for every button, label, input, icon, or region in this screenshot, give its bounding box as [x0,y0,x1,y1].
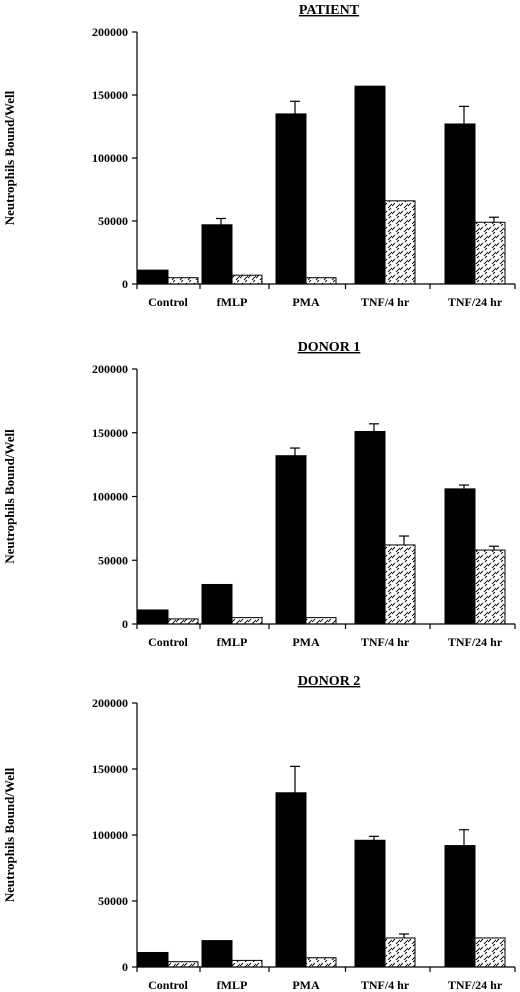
y-tick-label: 200000 [92,696,128,710]
error-bar-1-4 [369,835,379,841]
chart-title: DONOR 1 [298,340,361,355]
x-tick-label: PMA [292,635,320,649]
y-tick-label: 50000 [98,894,128,908]
solid-bar-2 [201,583,233,625]
error-bar-2-5 [489,545,499,551]
solid-bar-2 [201,224,233,285]
x-tick-label: TNF/24 hr [448,295,503,309]
y-tick-label: 0 [122,960,128,974]
solid-bar-4 [354,430,386,625]
error-bar-1-3 [290,100,300,114]
hatched-bar-1 [167,961,199,968]
y-tick-label: 150000 [92,762,128,776]
error-bar-2-4 [399,933,409,938]
error-bar-1-5 [459,105,469,124]
y-tick-label: 150000 [92,88,128,102]
chart-panel-1: PATIENT Neutrophils Bound/Well 0 50000 10000… [2,3,516,309]
y-tick-label: 0 [122,277,128,291]
solid-bar-1 [137,951,169,968]
hatched-bar-3 [305,277,337,285]
error-bar-1-5 [459,484,469,489]
solid-bar-5 [444,123,476,285]
hatched-bar-4 [384,544,416,625]
solid-bar-1 [137,269,169,285]
hatched-bar-3 [305,957,337,968]
hatched-bar-4 [384,937,416,968]
x-tick-label: Control [148,978,188,992]
y-axis-label: Neutrophils Bound/Well [2,90,17,225]
solid-bar-1 [137,609,169,625]
solid-bar-3 [275,792,307,968]
hatched-bar-5 [474,937,506,968]
error-bar-1-4 [369,423,379,432]
hatched-bar-2 [231,274,263,285]
x-tick-label: TNF/24 hr [448,635,503,649]
y-tick-label: 100000 [92,828,128,842]
hatched-bar-5 [474,221,506,285]
hatched-bar-4 [384,200,416,285]
solid-bar-5 [444,845,476,968]
x-tick-label: fMLP [217,295,248,309]
error-bar-1-3 [290,765,300,793]
hatched-bar-2 [231,617,263,625]
x-tick-label: TNF/4 hr [361,635,410,649]
solid-bar-3 [275,455,307,625]
y-tick-label: 200000 [92,362,128,376]
error-bar-2-5 [489,216,499,223]
error-bar-1-3 [290,447,300,456]
hatched-bar-5 [474,549,506,625]
x-tick-label: TNF/24 hr [448,978,503,992]
y-tick-label: 0 [122,617,128,631]
solid-bar-5 [444,488,476,625]
hatched-bar-2 [231,959,263,968]
y-axis-label: Neutrophils Bound/Well [2,429,17,564]
solid-bar-4 [354,85,386,285]
error-bar-1-5 [459,829,469,846]
solid-bar-2 [201,940,233,968]
hatched-bar-1 [167,277,199,285]
chart-title: DONOR 2 [298,674,361,689]
hatched-bar-3 [305,617,337,625]
x-tick-label: fMLP [217,978,248,992]
y-tick-label: 150000 [92,426,128,440]
y-tick-label: 100000 [92,490,128,504]
x-tick-label: PMA [292,295,320,309]
x-tick-label: TNF/4 hr [361,295,410,309]
chart-panel-3: DONOR 2 Neutrophils Bound/Well 0 50000 10000… [2,674,516,992]
x-tick-label: fMLP [217,635,248,649]
error-bar-2-4 [399,535,409,545]
y-tick-label: 200000 [92,25,128,39]
x-tick-label: Control [148,635,188,649]
y-tick-label: 100000 [92,151,128,165]
y-tick-label: 50000 [98,214,128,228]
y-tick-label: 50000 [98,553,128,567]
solid-bar-4 [354,839,386,968]
error-bar-1-2 [216,217,226,225]
chart-title: PATIENT [299,3,360,18]
x-tick-label: PMA [292,978,320,992]
x-tick-label: TNF/4 hr [361,978,410,992]
solid-bar-3 [275,113,307,285]
hatched-bar-1 [167,618,199,625]
x-tick-label: Control [148,295,188,309]
chart-panel-2: DONOR 1 Neutrophils Bound/Well 0 50000 10000… [2,340,516,649]
y-axis-label: Neutrophils Bound/Well [2,767,17,902]
